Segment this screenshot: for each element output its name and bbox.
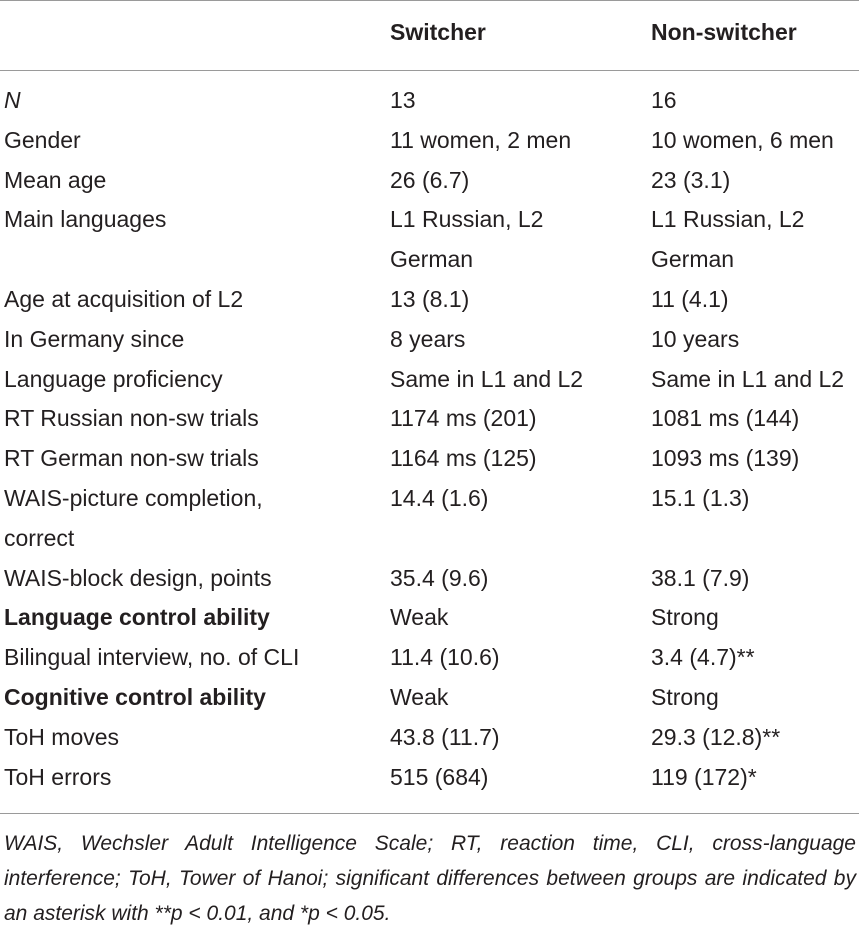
switcher-value: 43.8 (11.7) xyxy=(390,723,500,750)
table-row: Gender 11 women, 2 men 10 women, 6 men xyxy=(0,121,859,161)
row-label: RT Russian non-sw trials xyxy=(4,405,259,432)
table-row: In Germany since 8 years 10 years xyxy=(0,320,859,360)
nonswitcher-value: 23 (3.1) xyxy=(651,166,731,193)
nonswitcher-value: L1 Russian, L2 German xyxy=(651,206,805,273)
table-row: Age at acquisition of L2 13 (8.1) 11 (4.… xyxy=(0,280,859,320)
table-header: Switcher Non-switcher xyxy=(0,12,859,52)
switcher-value: 14.4 (1.6) xyxy=(390,484,489,511)
table-row: N 13 16 xyxy=(0,81,859,121)
row-label: In Germany since xyxy=(4,325,185,352)
row-label: N xyxy=(4,87,21,113)
nonswitcher-value: 1081 ms (144) xyxy=(651,405,800,432)
switcher-value: 11.4 (10.6) xyxy=(390,644,500,671)
row-label: Main languages xyxy=(4,206,167,233)
table-row: ToH errors 515 (684) 119 (172)* xyxy=(0,758,859,798)
switcher-value: 35.4 (9.6) xyxy=(390,564,489,591)
table-row: Main languages L1 Russian, L2 German L1 … xyxy=(0,200,859,280)
table-row: RT Russian non-sw trials 1174 ms (201) 1… xyxy=(0,399,859,439)
switcher-value: 1174 ms (201) xyxy=(390,405,537,432)
nonswitcher-value: Strong xyxy=(651,604,719,631)
table-row: Bilingual interview, no. of CLI 11.4 (10… xyxy=(0,638,859,678)
switcher-value: Weak xyxy=(390,604,449,631)
switcher-value: 1164 ms (125) xyxy=(390,445,537,472)
switcher-value: Weak xyxy=(390,683,449,710)
row-label: RT German non-sw trials xyxy=(4,445,259,472)
nonswitcher-value: 29.3 (12.8)** xyxy=(651,723,781,750)
switcher-value: Same in L1 and L2 xyxy=(390,365,584,392)
switcher-value: 8 years xyxy=(390,325,466,352)
row-label: Language control ability xyxy=(4,604,270,631)
switcher-value: 11 women, 2 men xyxy=(390,126,572,153)
top-rule xyxy=(0,0,859,1)
row-label: Language proficiency xyxy=(4,365,223,392)
switcher-value: 26 (6.7) xyxy=(390,166,470,193)
row-label: Cognitive control ability xyxy=(4,683,266,710)
nonswitcher-value: 38.1 (7.9) xyxy=(651,564,750,591)
row-label: WAIS-block design, points xyxy=(4,564,272,591)
header-rule xyxy=(0,70,859,71)
table-row: Cognitive control ability Weak Strong xyxy=(0,678,859,718)
nonswitcher-value: 10 years xyxy=(651,325,740,352)
switcher-value: L1 Russian, L2 German xyxy=(390,206,544,273)
row-label: WAIS-picture completion, correct xyxy=(4,484,263,551)
row-label: ToH errors xyxy=(4,763,112,790)
table-row: RT German non-sw trials 1164 ms (125) 10… xyxy=(0,439,859,479)
table-row: Language proficiency Same in L1 and L2 S… xyxy=(0,360,859,400)
switcher-value: 13 (8.1) xyxy=(390,285,470,312)
row-label: Age at acquisition of L2 xyxy=(4,285,244,312)
nonswitcher-value: 1093 ms (139) xyxy=(651,445,800,472)
table-body: N 13 16 Gender 11 women, 2 men 10 women,… xyxy=(0,81,859,797)
nonswitcher-value: 10 women, 6 men xyxy=(651,126,834,153)
switcher-value: 13 xyxy=(390,87,416,113)
table-row: WAIS-block design, points 35.4 (9.6) 38.… xyxy=(0,559,859,599)
nonswitcher-value: 119 (172)* xyxy=(651,763,757,790)
nonswitcher-value: 3.4 (4.7)** xyxy=(651,644,755,671)
table-row: Mean age 26 (6.7) 23 (3.1) xyxy=(0,161,859,201)
row-label: Bilingual interview, no. of CLI xyxy=(4,644,300,671)
row-label: Gender xyxy=(4,126,81,153)
row-label: ToH moves xyxy=(4,723,120,750)
table-row: WAIS-picture completion, correct 14.4 (1… xyxy=(0,479,859,559)
table-row: ToH moves 43.8 (11.7) 29.3 (12.8)** xyxy=(0,718,859,758)
header-switcher: Switcher xyxy=(390,19,486,45)
switcher-value: 515 (684) xyxy=(390,763,489,790)
nonswitcher-value: Same in L1 and L2 xyxy=(651,365,845,392)
table-row: Language control ability Weak Strong xyxy=(0,598,859,638)
row-label: Mean age xyxy=(4,166,107,193)
header-nonswitcher: Non-switcher xyxy=(651,19,797,45)
nonswitcher-value: 11 (4.1) xyxy=(651,285,729,312)
nonswitcher-value: 16 xyxy=(651,87,677,113)
nonswitcher-value: Strong xyxy=(651,683,719,710)
table-footnote: WAIS, Wechsler Adult Intelligence Scale;… xyxy=(4,832,856,925)
bottom-rule xyxy=(0,813,859,814)
nonswitcher-value: 15.1 (1.3) xyxy=(651,484,750,511)
